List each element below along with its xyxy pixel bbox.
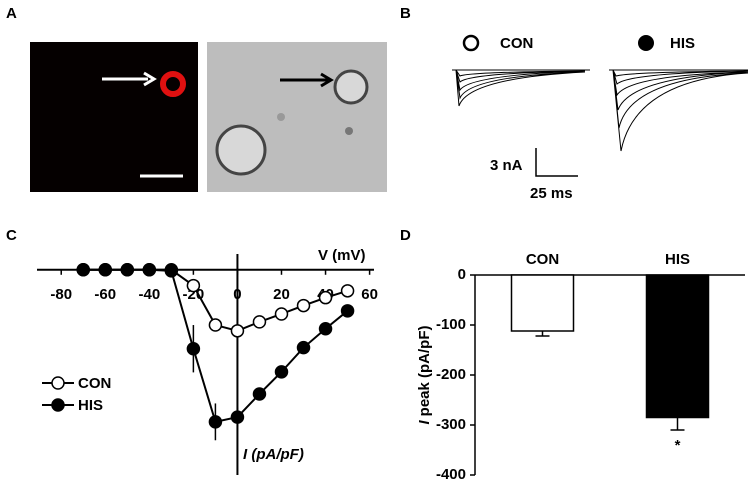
bar xyxy=(510,274,575,332)
x-tick-label: CON xyxy=(526,251,559,268)
marker xyxy=(230,324,245,338)
marker xyxy=(318,321,333,336)
y-tick-label: -200 xyxy=(436,366,466,383)
panel-label: A xyxy=(6,5,17,22)
legend-marker xyxy=(638,35,654,51)
x-tick-label: 20 xyxy=(273,286,290,303)
annotation: * xyxy=(675,437,681,454)
marker xyxy=(230,410,245,424)
marker xyxy=(296,298,311,313)
legend-marker xyxy=(462,34,480,52)
legend-label: CON xyxy=(78,375,111,392)
y-axis-label: peak (pA/pF) xyxy=(416,325,433,416)
marker xyxy=(340,304,355,318)
y-axis-label: I xyxy=(416,420,433,425)
legend-label: HIS xyxy=(78,397,103,414)
x-tick-label: -20 xyxy=(183,286,205,303)
red-cell xyxy=(160,71,186,97)
cell xyxy=(345,127,353,135)
marker xyxy=(142,263,157,277)
y-tick-label: -400 xyxy=(436,466,466,483)
cell xyxy=(333,69,369,105)
marker xyxy=(76,263,91,277)
x-tick-label: HIS xyxy=(665,251,690,268)
arrow-head xyxy=(143,71,157,87)
legend-label: HIS xyxy=(670,35,695,52)
marker xyxy=(274,365,289,379)
x-tick-label: -80 xyxy=(50,286,72,303)
arrow-head xyxy=(320,72,334,88)
current-traces xyxy=(452,69,749,152)
marker xyxy=(252,315,267,329)
x-tick-label: -60 xyxy=(94,286,116,303)
scale-bar xyxy=(535,148,578,177)
marker xyxy=(340,284,355,298)
y-tick-label: -300 xyxy=(436,416,466,433)
y-tick-label: 0 xyxy=(458,266,466,283)
fluorescence-image xyxy=(30,42,198,192)
scale-label: 3 nA xyxy=(490,157,523,174)
x-tick-label: -40 xyxy=(138,286,160,303)
legend-marker xyxy=(51,398,65,412)
marker xyxy=(120,263,135,277)
scale-label: 25 ms xyxy=(530,185,573,202)
marker xyxy=(296,340,311,355)
legend-marker xyxy=(51,376,65,390)
legend-label: CON xyxy=(500,35,533,52)
y-axis-label: I (pA/pF) xyxy=(243,446,304,463)
marker xyxy=(208,318,223,332)
x-tick-label: 60 xyxy=(361,286,378,303)
marker xyxy=(208,415,223,429)
cell xyxy=(277,113,285,121)
marker xyxy=(164,264,179,278)
y-axis-label: Ipeak (pA/pF) xyxy=(416,325,433,424)
y-tick-label: -100 xyxy=(436,316,466,333)
x-tick-label: 0 xyxy=(233,286,241,303)
marker xyxy=(274,307,289,321)
panel-label: B xyxy=(400,5,411,22)
panel-label: D xyxy=(400,227,411,244)
marker xyxy=(252,387,267,401)
bar xyxy=(645,274,710,419)
cell xyxy=(215,124,267,176)
panel-label: C xyxy=(6,227,17,244)
x-axis-label: V (mV) xyxy=(318,247,366,264)
marker xyxy=(186,341,201,356)
marker xyxy=(318,290,333,305)
marker xyxy=(98,263,113,277)
y-axis-label: I (pA/pF) xyxy=(243,446,304,463)
marker xyxy=(186,278,201,293)
